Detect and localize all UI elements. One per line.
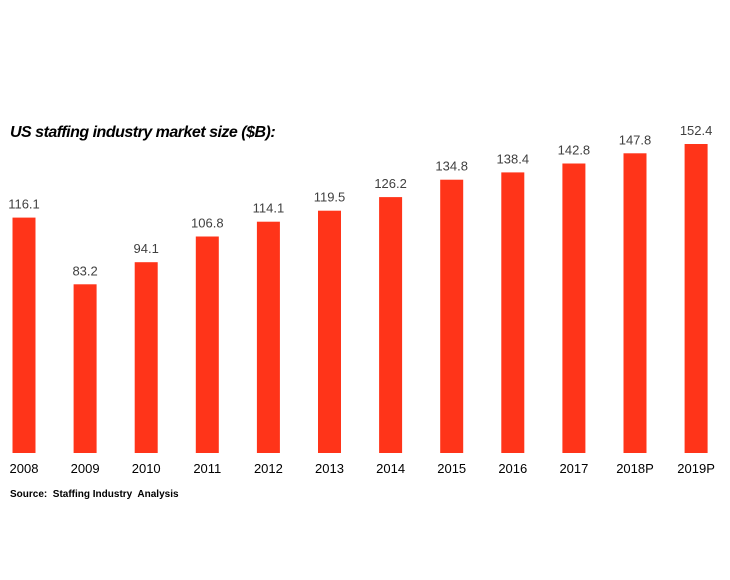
bar-2017 <box>562 163 586 453</box>
data-label-2018P: 147.8 <box>619 132 652 147</box>
x-tick-2014: 2014 <box>376 461 405 476</box>
source-note: Source: Staffing Industry Analysis <box>10 489 179 500</box>
bar-2012 <box>256 221 280 453</box>
bar-2008 <box>12 217 36 453</box>
data-label-2014: 126.2 <box>374 176 407 191</box>
bar-2019P <box>684 144 708 453</box>
bar-2015 <box>440 179 464 453</box>
x-tick-2015: 2015 <box>437 461 466 476</box>
x-axis-ticks: 2008 2009 2010 2011 2012 2013 2014 2015 2016 2017… <box>10 461 715 476</box>
x-tick-2016: 2016 <box>498 461 527 476</box>
data-label-2015: 134.8 <box>435 159 468 174</box>
bar-labels-group: 116.1 83.2 94.1 106.8 114.1 119.5 126.2 134.8 13… <box>8 123 712 278</box>
x-tick-2010: 2010 <box>132 461 161 476</box>
x-tick-2008: 2008 <box>10 461 39 476</box>
bar-2013 <box>318 210 341 453</box>
bar-2010 <box>134 262 158 453</box>
x-tick-2018P: 2018P <box>616 461 654 476</box>
data-label-2019P: 152.4 <box>680 123 713 138</box>
x-tick-2013: 2013 <box>315 461 344 476</box>
x-tick-2011: 2011 <box>193 461 221 476</box>
x-tick-2019P: 2019P <box>677 461 715 476</box>
bar-2018P <box>623 153 647 454</box>
bar-2016 <box>501 172 525 453</box>
x-tick-2012: 2012 <box>254 461 283 476</box>
chart-title: US staffing industry market size ($B): <box>10 124 276 141</box>
x-tick-2009: 2009 <box>71 461 100 476</box>
bars-group <box>12 144 708 454</box>
data-label-2013: 119.5 <box>314 190 346 205</box>
bar-2014 <box>379 197 403 453</box>
x-tick-2017: 2017 <box>559 461 588 476</box>
data-label-2017: 142.8 <box>558 143 591 158</box>
data-label-2008: 116.1 <box>8 197 40 212</box>
bar-2011 <box>195 236 219 453</box>
data-label-2016: 138.4 <box>497 151 530 166</box>
data-label-2010: 94.1 <box>134 241 159 256</box>
data-label-2009: 83.2 <box>72 263 97 278</box>
bar-2009 <box>73 284 97 453</box>
data-label-2012: 114.1 <box>253 201 285 216</box>
data-label-2011: 106.8 <box>191 216 224 231</box>
